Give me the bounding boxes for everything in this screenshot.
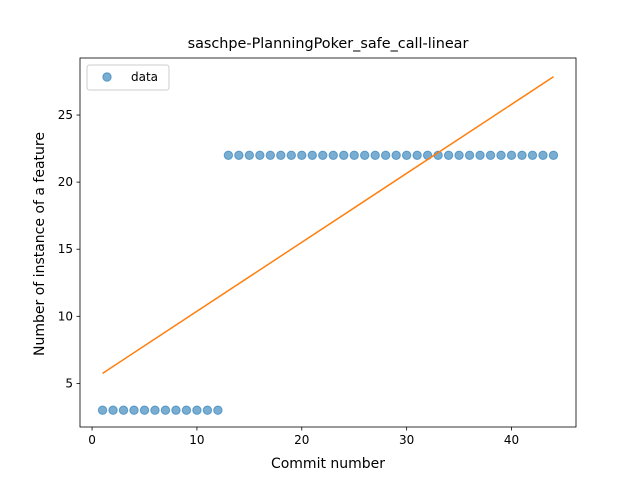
data-point [140,406,148,414]
legend: data [87,65,169,90]
data-point [203,406,211,414]
data-point [172,406,180,414]
data-point [413,151,421,159]
data-point [361,151,369,159]
data-point [528,151,536,159]
data-point [161,406,169,414]
data-point [130,406,138,414]
data-point [109,406,117,414]
data-point [381,151,389,159]
data-point [329,151,337,159]
data-point [193,406,201,414]
data-point [371,151,379,159]
data-point [444,151,452,159]
x-tick-label: 30 [399,433,414,447]
data-point [518,151,526,159]
data-point [308,151,316,159]
data-point [224,151,232,159]
data-point [402,151,410,159]
data-point [287,151,295,159]
x-tick-label: 40 [504,433,519,447]
data-point [98,406,106,414]
data-point [245,151,253,159]
data-point [151,406,159,414]
y-tick-label: 10 [58,309,73,323]
data-point [266,151,274,159]
x-axis-label: Commit number [271,456,385,472]
y-axis-label: Number of instance of a feature [32,132,48,356]
data-point [392,151,400,159]
chart-title: saschpe-PlanningPoker_safe_call-linear [188,36,469,52]
x-tick-label: 0 [88,433,96,447]
data-point [119,406,127,414]
data-point [214,406,222,414]
x-tick-label: 20 [294,433,309,447]
data-point [277,151,285,159]
data-point [235,151,243,159]
data-point [340,151,348,159]
data-point [549,151,557,159]
data-point [465,151,473,159]
x-tick-label: 10 [189,433,204,447]
data-point [497,151,505,159]
data-point [539,151,547,159]
data-point [319,151,327,159]
y-tick-label: 25 [58,108,73,122]
y-tick-label: 20 [58,175,73,189]
data-point [298,151,306,159]
data-point [182,406,190,414]
legend-label: data [131,70,158,84]
legend-marker [103,73,111,81]
y-tick-label: 15 [58,242,73,256]
data-point [350,151,358,159]
data-point [455,151,463,159]
y-tick-label: 5 [65,376,73,390]
data-point [486,151,494,159]
data-point [476,151,484,159]
data-point [507,151,515,159]
data-point [256,151,264,159]
